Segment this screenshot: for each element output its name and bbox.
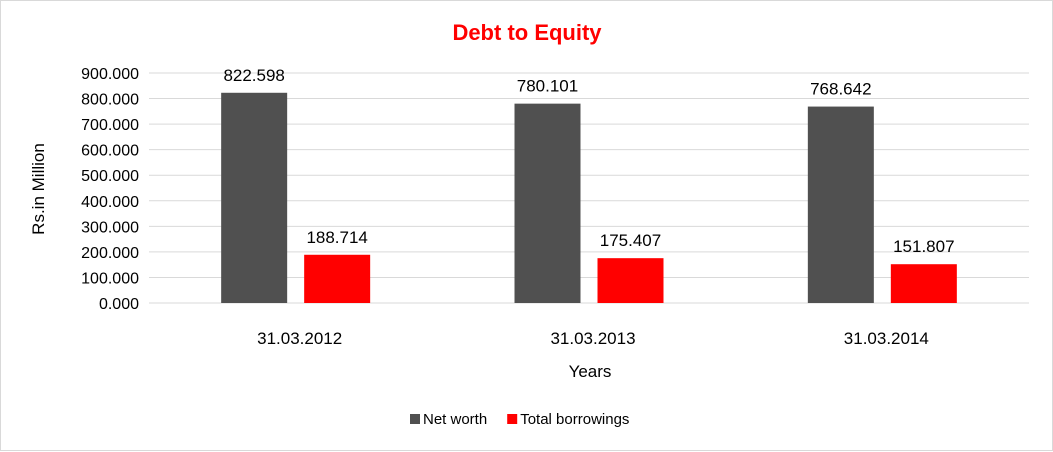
y-tick-label: 100.000 [81,270,139,287]
y-tick-label: 700.000 [81,117,139,134]
y-tick-label: 800.000 [81,92,139,109]
chart-title: Debt to Equity [452,20,602,45]
data-labels: 822.598 188.714 780.101 175.407 768.642 151.8… [223,66,954,256]
y-tick-label: 300.000 [81,219,139,236]
bar [221,92,288,303]
x-axis-title: Years [569,362,612,381]
x-axis-categories: 31.03.2012 31.03.2013 31.03.2014 [257,329,929,348]
bar [890,264,957,303]
bar [304,254,371,303]
y-tick-label: 400.000 [81,194,139,211]
data-label: 151.807 [893,237,954,256]
y-tick-label: 900.000 [81,66,139,83]
data-label: 822.598 [223,66,284,85]
data-label: 175.407 [600,231,661,250]
data-label: 188.714 [306,228,367,247]
y-tick-label: 500.000 [81,168,139,185]
bar [597,258,664,303]
y-axis-title: Rs.in Million [29,143,48,235]
gridlines [149,72,1029,304]
data-label: 768.642 [810,80,871,99]
legend-swatch [507,414,518,424]
bar [807,106,874,303]
x-category-label: 31.03.2014 [844,329,929,348]
legend-label: Total borrowings [520,411,629,428]
y-tick-label: 0.000 [99,296,139,313]
y-tick-label: 600.000 [81,143,139,160]
bar [514,103,581,303]
x-category-label: 31.03.2012 [257,329,342,348]
data-label: 780.101 [517,77,578,96]
legend: Net worth Total borrowings [410,411,629,428]
legend-label: Net worth [423,411,487,428]
legend-swatch [410,414,420,424]
bars [221,92,957,303]
y-tick-label: 200.000 [81,245,139,262]
x-category-label: 31.03.2013 [550,329,635,348]
y-axis-ticks: 0.000 100.000 200.000 300.000 400.000 500.000… [81,66,139,313]
